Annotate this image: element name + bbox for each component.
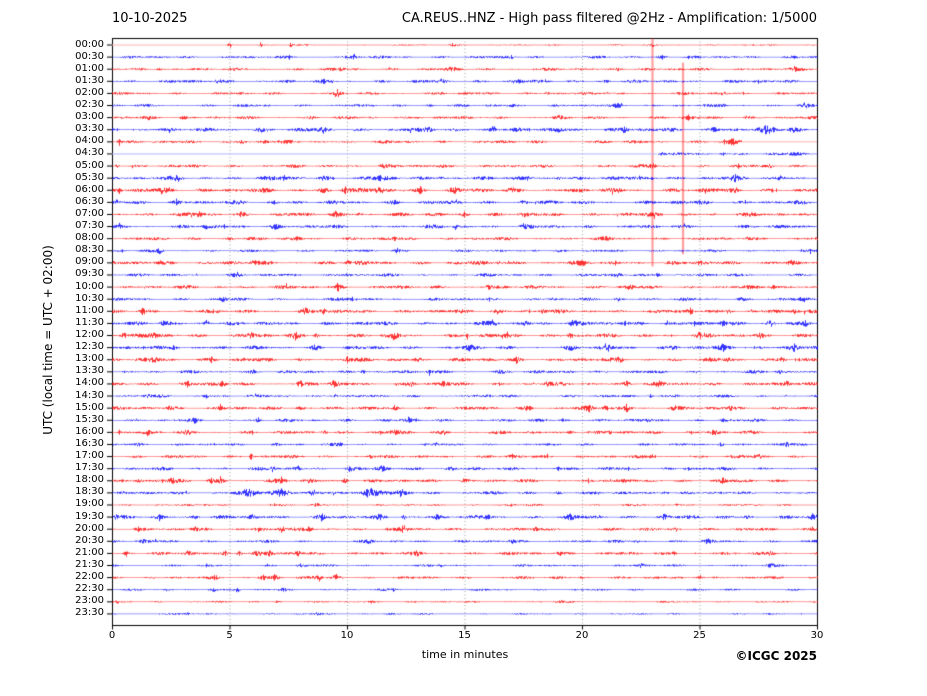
x-tick-label: 30 — [810, 630, 824, 641]
y-tick-label: 18:00 — [75, 474, 104, 486]
y-tick-label: 10:00 — [75, 280, 104, 292]
y-tick-label: 01:30 — [75, 74, 104, 86]
y-tick-label: 03:00 — [75, 111, 104, 123]
y-tick-label: 15:00 — [75, 401, 104, 413]
y-tick-label: 21:30 — [75, 559, 104, 570]
y-tick-label: 07:00 — [75, 207, 104, 219]
y-tick-label: 16:30 — [75, 437, 104, 449]
copyright-label: ©ICGC 2025 — [735, 649, 817, 663]
x-tick-label: 10 — [340, 630, 354, 641]
x-tick-label: 15 — [458, 630, 471, 641]
date-label: 10-10-2025 — [112, 11, 188, 26]
x-axis-label: time in minutes — [421, 648, 509, 661]
y-tick-label: 12:00 — [75, 329, 104, 341]
y-tick-label: 20:00 — [75, 522, 104, 534]
y-tick-label: 00:00 — [75, 38, 104, 50]
y-tick-label: 08:00 — [75, 232, 104, 244]
y-tick-label: 04:30 — [75, 147, 104, 159]
y-tick-label: 12:30 — [75, 341, 104, 353]
y-tick-label: 14:30 — [75, 389, 104, 401]
x-tick-label: 0 — [108, 630, 116, 641]
y-tick-label: 10:30 — [75, 292, 104, 304]
y-tick-label: 13:00 — [75, 353, 104, 365]
y-tick-label: 16:00 — [75, 425, 104, 437]
y-tick-label: 11:00 — [75, 304, 104, 316]
y-tick-label: 04:00 — [75, 135, 104, 147]
y-tick-label: 07:30 — [75, 220, 104, 232]
y-tick-label: 23:30 — [75, 607, 104, 619]
y-tick-label: 19:30 — [75, 510, 104, 522]
plot-title: CA.REUS..HNZ - High pass filtered @2Hz -… — [401, 11, 817, 26]
y-tick-label: 17:00 — [75, 450, 104, 462]
y-tick-label: 00:30 — [75, 50, 104, 62]
x-tick-label: 20 — [575, 630, 589, 641]
y-tick-label: 02:30 — [75, 99, 104, 111]
y-tick-label: 15:30 — [75, 413, 104, 425]
y-tick-label: 18:30 — [75, 486, 104, 498]
y-tick-label: 05:30 — [75, 171, 104, 183]
y-tick-label: 06:30 — [75, 195, 104, 207]
y-tick-label: 17:30 — [75, 462, 104, 474]
y-tick-label: 21:00 — [75, 546, 104, 558]
y-tick-label: 11:30 — [75, 316, 104, 328]
y-tick-label: 05:00 — [75, 159, 104, 171]
y-tick-label: 09:00 — [75, 256, 104, 268]
y-tick-label: 23:00 — [75, 595, 104, 607]
y-tick-label: 22:00 — [75, 571, 104, 583]
y-tick-label: 03:30 — [75, 123, 104, 135]
y-tick-label: 20:30 — [75, 534, 104, 546]
y-tick-label: 13:30 — [75, 365, 104, 377]
y-tick-label: 02:00 — [75, 86, 104, 98]
y-tick-label: 22:30 — [75, 583, 104, 595]
y-tick-label: 01:00 — [75, 62, 104, 74]
x-tick-label: 5 — [226, 630, 233, 641]
y-tick-label: 14:00 — [75, 377, 104, 389]
y-tick-label: 06:00 — [75, 183, 104, 195]
y-tick-label: 19:00 — [75, 498, 104, 510]
y-tick-label: 09:30 — [75, 268, 104, 280]
y-tick-label: 08:30 — [75, 244, 104, 256]
x-tick-label: 25 — [693, 630, 706, 641]
